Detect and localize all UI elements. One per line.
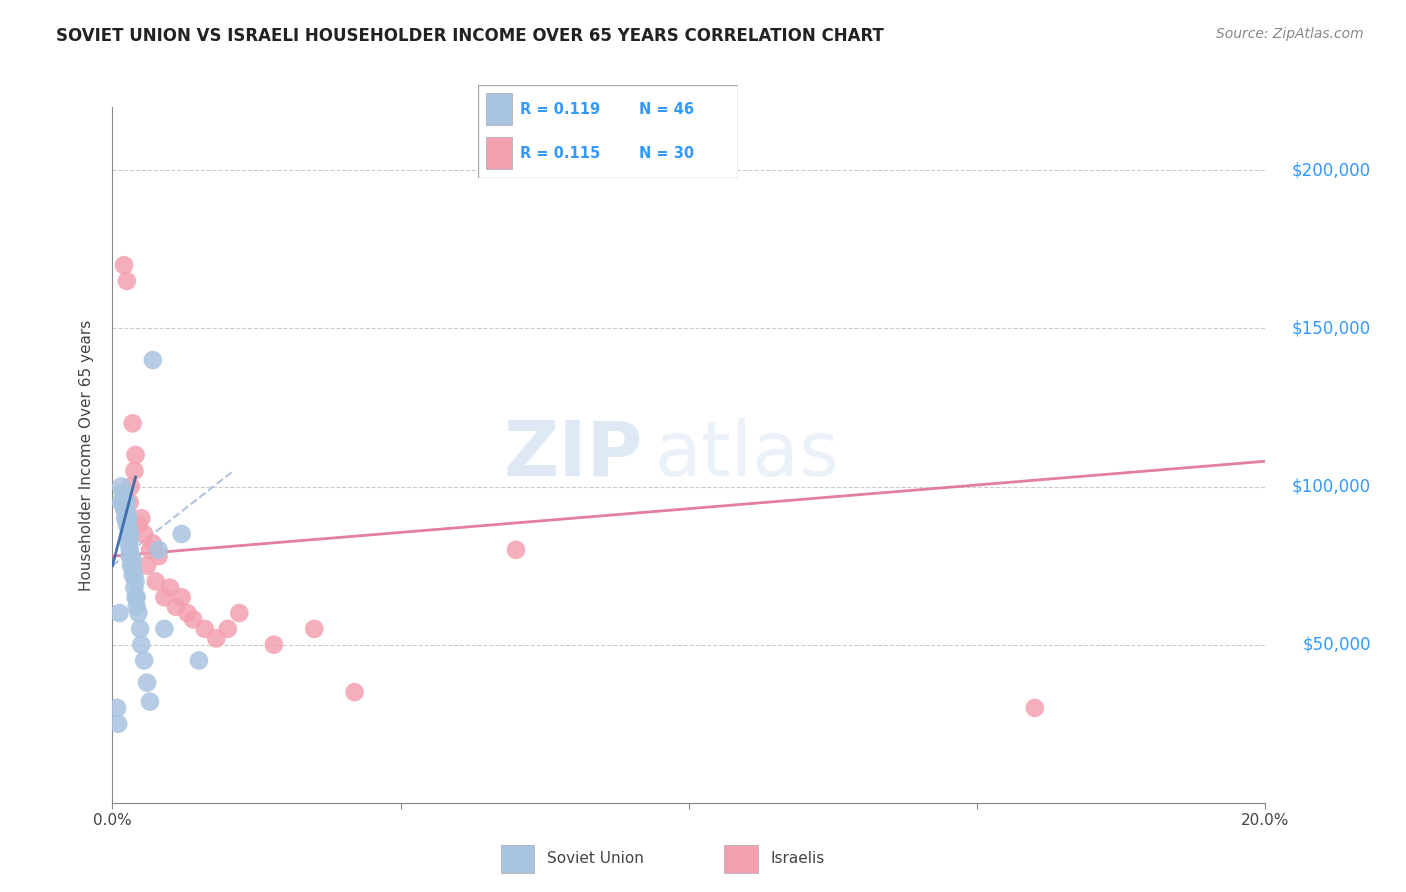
Text: $150,000: $150,000 xyxy=(1292,319,1371,337)
Point xyxy=(118,495,141,509)
Text: ZIP: ZIP xyxy=(503,418,643,491)
Point xyxy=(125,599,148,614)
Point xyxy=(115,517,138,532)
Bar xyxy=(501,845,534,872)
Text: N = 30: N = 30 xyxy=(640,145,695,161)
Point xyxy=(108,606,131,620)
Point xyxy=(112,495,135,509)
Point xyxy=(139,695,162,709)
Point xyxy=(129,511,153,525)
Text: R = 0.115: R = 0.115 xyxy=(520,145,600,161)
Point xyxy=(139,542,162,557)
Point xyxy=(142,536,165,550)
Point xyxy=(136,558,159,573)
Point xyxy=(136,675,159,690)
Point xyxy=(124,448,146,462)
Point xyxy=(115,511,138,525)
Point xyxy=(343,685,366,699)
Point xyxy=(107,716,129,731)
Text: $200,000: $200,000 xyxy=(1292,161,1371,179)
Point xyxy=(127,606,149,620)
Point xyxy=(121,552,143,566)
Point xyxy=(110,495,132,509)
Point xyxy=(112,258,135,272)
Point xyxy=(205,632,228,646)
Point xyxy=(304,622,326,636)
Point xyxy=(145,574,167,589)
Point xyxy=(117,511,139,525)
Point xyxy=(129,638,153,652)
Point xyxy=(115,495,138,509)
Bar xyxy=(724,845,758,872)
Point xyxy=(110,479,132,493)
Point xyxy=(114,495,136,509)
Point xyxy=(118,549,141,563)
Point xyxy=(124,574,146,589)
Point xyxy=(263,638,285,652)
Point xyxy=(120,558,142,573)
Point xyxy=(111,486,134,500)
Point xyxy=(170,591,193,605)
Point xyxy=(117,527,139,541)
Point xyxy=(120,479,142,493)
Point xyxy=(170,527,193,541)
Point xyxy=(134,527,156,541)
Text: N = 46: N = 46 xyxy=(640,102,695,117)
Bar xyxy=(486,137,512,169)
Point xyxy=(194,622,217,636)
Y-axis label: Householder Income Over 65 years: Householder Income Over 65 years xyxy=(79,319,94,591)
Point xyxy=(124,568,146,582)
Point xyxy=(148,549,170,563)
Point xyxy=(188,653,211,667)
Text: atlas: atlas xyxy=(654,418,839,491)
Point xyxy=(228,606,250,620)
Point xyxy=(112,501,135,516)
Point xyxy=(121,558,143,573)
Point xyxy=(121,417,143,431)
Text: $50,000: $50,000 xyxy=(1302,636,1371,654)
Text: $100,000: $100,000 xyxy=(1292,477,1371,496)
Point xyxy=(117,521,139,535)
Point xyxy=(148,542,170,557)
Point xyxy=(120,549,142,563)
Point xyxy=(121,568,143,582)
Text: R = 0.119: R = 0.119 xyxy=(520,102,600,117)
Point xyxy=(176,606,198,620)
Point xyxy=(153,622,176,636)
Point xyxy=(129,622,152,636)
Point xyxy=(115,274,138,288)
Point xyxy=(124,581,146,595)
Point xyxy=(114,511,136,525)
Point xyxy=(105,701,128,715)
Point xyxy=(1024,701,1046,715)
Point xyxy=(181,612,204,626)
Point xyxy=(159,581,181,595)
Point xyxy=(153,591,176,605)
Text: SOVIET UNION VS ISRAELI HOUSEHOLDER INCOME OVER 65 YEARS CORRELATION CHART: SOVIET UNION VS ISRAELI HOUSEHOLDER INCO… xyxy=(56,27,884,45)
Bar xyxy=(486,93,512,125)
Point xyxy=(127,517,149,532)
Point xyxy=(124,464,146,478)
Point xyxy=(134,653,156,667)
Point xyxy=(165,599,187,614)
Point xyxy=(118,533,141,548)
Text: Israelis: Israelis xyxy=(770,851,825,866)
Text: Source: ZipAtlas.com: Source: ZipAtlas.com xyxy=(1216,27,1364,41)
Point xyxy=(114,501,136,516)
Point xyxy=(124,591,146,605)
Point xyxy=(125,591,148,605)
Text: Soviet Union: Soviet Union xyxy=(547,851,644,866)
Point xyxy=(111,495,134,509)
Point xyxy=(118,542,141,557)
Point xyxy=(505,542,527,557)
Point xyxy=(115,505,138,519)
Point xyxy=(117,536,139,550)
Point xyxy=(118,527,141,541)
Point xyxy=(217,622,239,636)
Point xyxy=(142,353,165,368)
